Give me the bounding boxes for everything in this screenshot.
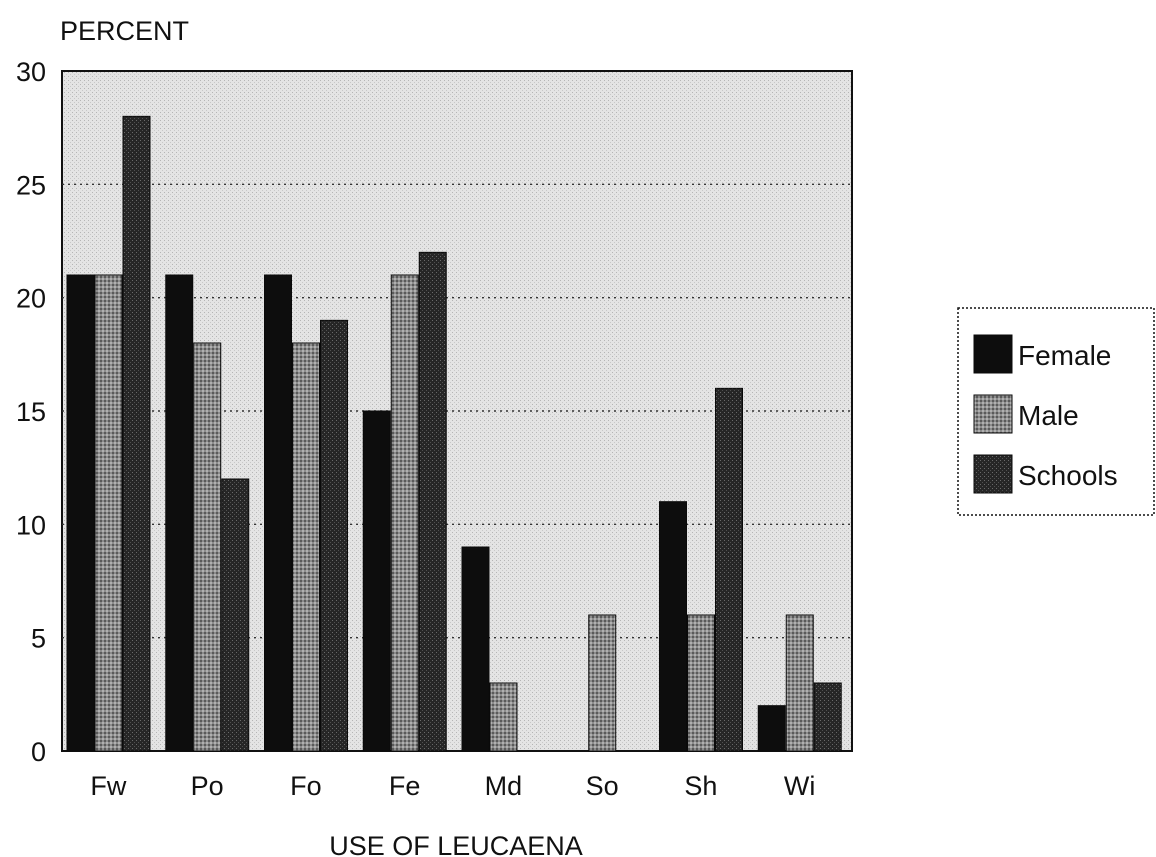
y-tick-label: 25	[16, 170, 46, 200]
y-axis-title: PERCENT	[60, 16, 189, 46]
bar-male	[687, 614, 715, 752]
x-tick-labels: Fw Po Fo Fe Md So Sh Wi	[90, 771, 815, 801]
bar-schools	[320, 319, 348, 752]
x-tick-label: Wi	[784, 771, 815, 801]
bar-female	[66, 274, 95, 752]
y-tick-label: 20	[16, 284, 46, 314]
x-tick-label: Fe	[389, 771, 421, 801]
bar-female	[461, 546, 490, 752]
bar-male	[489, 682, 518, 752]
legend-swatch-schools	[973, 454, 1013, 494]
legend-swatch-male	[973, 394, 1013, 434]
bar-male	[193, 342, 222, 752]
legend-swatch-female	[973, 334, 1013, 374]
y-tick-label: 0	[31, 737, 46, 767]
x-tick-label: Md	[485, 771, 523, 801]
legend-label-schools: Schools	[1018, 460, 1118, 491]
bar-male	[390, 274, 419, 752]
bar-schools	[715, 387, 743, 752]
x-tick-label: So	[586, 771, 619, 801]
bar-schools	[418, 251, 447, 752]
bar-female	[165, 274, 194, 752]
bar-male	[785, 614, 814, 752]
x-axis-title: USE OF LEUCAENA	[329, 831, 583, 857]
y-tick-labels: 0 5 10 15 20 25 30	[16, 57, 46, 767]
legend: Female Male Schools	[957, 307, 1155, 516]
bar-female	[362, 410, 391, 752]
legend-label-male: Male	[1018, 400, 1079, 431]
bars-group	[66, 115, 842, 752]
legend-label-female: Female	[1018, 340, 1111, 371]
bar-schools	[122, 115, 151, 752]
y-tick-label: 30	[16, 57, 46, 87]
y-tick-label: 5	[31, 624, 46, 654]
bar-male	[94, 274, 123, 752]
bar-male	[588, 614, 617, 752]
bar-male	[292, 342, 320, 752]
bar-schools	[221, 478, 250, 752]
y-tick-label: 10	[16, 510, 46, 540]
bar-female	[757, 705, 786, 752]
bar-female	[264, 274, 292, 752]
x-tick-label: Po	[191, 771, 224, 801]
x-tick-label: Fo	[290, 771, 322, 801]
y-tick-label: 15	[16, 397, 46, 427]
x-tick-label: Sh	[684, 771, 717, 801]
bar-female	[659, 501, 687, 752]
x-tick-label: Fw	[90, 771, 126, 801]
bar-schools	[813, 682, 842, 752]
